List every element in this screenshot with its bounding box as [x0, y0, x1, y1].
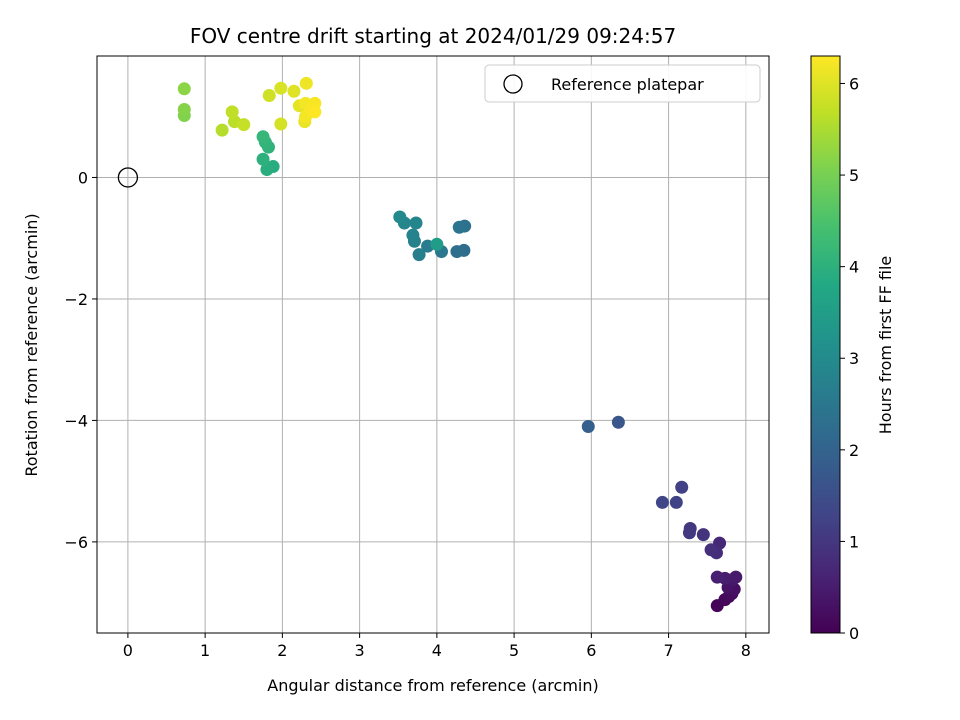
x-axis-label: Angular distance from reference (arcmin): [267, 676, 598, 695]
data-point: [256, 152, 270, 166]
data-point: [729, 570, 743, 584]
y-tick-label: −4: [64, 411, 88, 430]
colorbar-tick-label: 6: [849, 74, 859, 93]
legend-reference-marker: [503, 74, 523, 94]
x-axis-ticks: 0 1 2 3 4 5 6 7 8: [123, 633, 751, 660]
data-point: [215, 123, 229, 137]
x-tick-label: 0: [123, 641, 133, 660]
data-point: [262, 88, 276, 102]
grid: [97, 56, 769, 633]
legend: Reference platepar: [484, 64, 761, 103]
reference-platepar-marker: [117, 167, 139, 188]
colorbar-gradient: [810, 55, 841, 634]
colorbar-tick-label: 2: [849, 441, 859, 460]
y-tick-label: −2: [64, 290, 88, 309]
x-tick-label: 7: [663, 641, 673, 660]
x-tick-label: 1: [200, 641, 210, 660]
y-axis-label: Rotation from reference (arcmin): [22, 213, 41, 476]
data-point: [669, 495, 683, 509]
data-point: [710, 570, 724, 584]
data-point: [704, 543, 718, 557]
data-point: [308, 105, 322, 119]
data-point: [675, 480, 689, 494]
data-point: [682, 526, 696, 540]
colorbar-tick-label: 4: [849, 258, 859, 277]
data-point: [412, 248, 426, 262]
scatter-points: [177, 76, 743, 613]
data-point: [274, 81, 288, 95]
plot-area-frame: [96, 55, 770, 634]
legend-entry-reference: Reference platepar: [551, 75, 704, 94]
data-point: [287, 84, 301, 98]
colorbar-ticks: 0 1 2 3 4 5 6: [840, 74, 859, 643]
data-point: [611, 415, 625, 429]
data-point: [452, 220, 466, 234]
colorbar-tick-label: 1: [849, 532, 859, 551]
data-point: [177, 102, 191, 116]
x-tick-label: 8: [741, 641, 751, 660]
data-point: [581, 419, 595, 433]
colorbar: 0 1 2 3 4 5 6 Hours from first FF file: [810, 55, 895, 643]
data-point: [274, 117, 288, 131]
data-point: [406, 228, 420, 242]
data-point: [393, 210, 407, 224]
legend-box: [484, 64, 761, 103]
x-tick-label: 5: [509, 641, 519, 660]
data-point: [430, 237, 444, 251]
data-point: [409, 216, 423, 230]
chart-title: FOV centre drift starting at 2024/01/29 …: [190, 24, 676, 48]
y-axis-ticks: −6 −4 −2 0: [64, 168, 97, 552]
data-point: [655, 495, 669, 509]
colorbar-tick-label: 3: [849, 349, 859, 368]
x-tick-label: 4: [432, 641, 442, 660]
colorbar-tick-label: 0: [849, 624, 859, 643]
colorbar-label: Hours from first FF file: [876, 256, 895, 435]
data-point: [450, 245, 464, 259]
data-point: [225, 105, 239, 119]
data-point: [696, 528, 710, 542]
x-tick-label: 6: [586, 641, 596, 660]
data-point: [299, 76, 313, 90]
colorbar-tick-label: 5: [849, 166, 859, 185]
y-tick-label: 0: [78, 168, 88, 187]
data-point: [256, 130, 270, 144]
reference-marker: [117, 167, 139, 188]
x-tick-label: 3: [355, 641, 365, 660]
data-point: [177, 82, 191, 96]
x-tick-label: 2: [277, 641, 287, 660]
data-point: [260, 163, 274, 177]
y-tick-label: −6: [64, 533, 88, 552]
data-point: [237, 118, 251, 132]
